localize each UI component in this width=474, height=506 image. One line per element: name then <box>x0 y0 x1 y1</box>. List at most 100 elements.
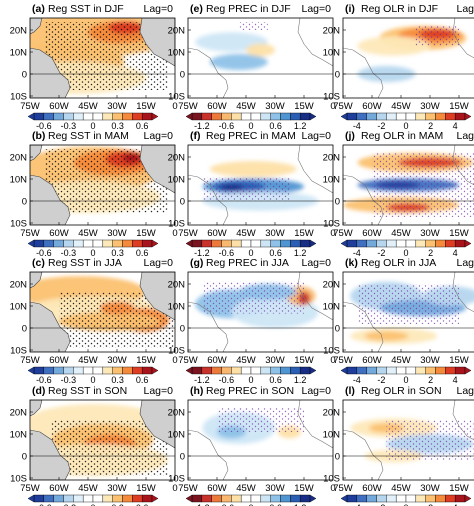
colorbar-swatch <box>280 366 291 375</box>
lat-tick-label: 10N <box>323 48 341 59</box>
lat-tick-label: 0 <box>22 197 27 208</box>
colorbar-swatch <box>63 494 74 503</box>
colorbar-swatch <box>250 366 262 375</box>
colorbar-swatch <box>43 494 54 503</box>
colorbar-swatch <box>231 494 242 503</box>
colorbar-tick-label: 0 <box>403 248 408 258</box>
lat-tick-label: 0 <box>22 70 27 81</box>
map-field <box>343 400 474 480</box>
lon-tick-label: 30W <box>420 355 440 366</box>
colorbar-swatch <box>211 366 222 375</box>
lon-tick-label: 15W <box>294 355 314 366</box>
colorbar-swatch <box>191 494 203 503</box>
lat-tick-label: 20N <box>323 408 341 419</box>
lon-tick-label: 30W <box>107 483 127 494</box>
lon-tick-label: 60W <box>362 228 382 239</box>
lon-tick-label: 15W <box>449 355 469 366</box>
lon-tick-label: 0 <box>330 101 335 112</box>
lat-tick-label: 20N <box>168 153 186 164</box>
coastline <box>188 429 229 480</box>
colorbar-swatch <box>240 494 252 503</box>
lat-tick-label: 20N <box>323 280 341 291</box>
lon-tick-label: 75W <box>333 101 353 112</box>
lat-tick-label: 10N <box>10 48 28 59</box>
lon-tick-label: 15W <box>136 101 156 112</box>
lat-tick-label: 10S <box>323 346 340 357</box>
map-field <box>188 18 333 98</box>
colorbar-swatch <box>415 366 426 375</box>
panel-title: Reg PREC in DJF <box>206 3 291 15</box>
colorbar-swatch <box>386 239 397 248</box>
lon-tick-label: 45W <box>78 483 98 494</box>
colorbar-swatch <box>240 366 252 375</box>
colorbar-swatch <box>445 112 456 121</box>
lon-tick-label: 15W <box>449 101 469 112</box>
colorbar-extend-high <box>464 239 472 248</box>
coastline <box>452 272 474 313</box>
colorbar-tick-label: 2 <box>428 248 433 258</box>
colorbar-swatch <box>112 112 123 121</box>
colorbar-swatch <box>299 494 311 503</box>
colorbar-extend-low <box>185 239 193 248</box>
colorbar: -1.2 -0.6 0 0.6 1.2 <box>185 494 317 506</box>
colorbar-swatch <box>132 239 143 248</box>
colorbar-tick-label: 0 <box>90 375 95 385</box>
colorbar-tick-label: -0.6 <box>36 248 52 258</box>
colorbar-swatch <box>201 366 212 375</box>
lat-tick-label: 20N <box>10 280 28 291</box>
colorbar-swatch <box>53 112 64 121</box>
colorbar: -0.6 -0.3 0 0.3 0.6 <box>27 239 159 258</box>
significance-stippling <box>386 420 474 460</box>
colorbar: -4 -2 0 2 4 <box>340 112 472 131</box>
colorbar-swatch <box>102 494 113 503</box>
lon-tick-label: 0 <box>330 355 335 366</box>
lat-tick-label: 20N <box>323 153 341 164</box>
colorbar-swatch <box>415 239 426 248</box>
colorbar-swatch <box>201 112 212 121</box>
panel-label: (g) <box>190 257 203 269</box>
colorbar-swatch <box>435 239 446 248</box>
colorbar-swatch <box>260 366 271 375</box>
colorbar-swatch <box>425 366 436 375</box>
colorbar-swatch <box>231 366 242 375</box>
colorbar-swatch <box>43 112 54 121</box>
colorbar-extend-high <box>309 239 317 248</box>
panel-j: (j)Reg OLR in MAMLag=020N10N010S75W60W45… <box>323 130 474 258</box>
colorbar-tick-label: 2 <box>428 503 433 506</box>
lag-label: Lag=0 <box>457 3 474 15</box>
colorbar-swatch <box>82 494 94 503</box>
coastline <box>343 47 384 98</box>
lon-tick-label: 75W <box>20 483 40 494</box>
colorbar-swatch <box>53 366 64 375</box>
colorbar-tick-label: 0 <box>248 121 253 131</box>
colorbar-swatch <box>33 494 45 503</box>
lon-tick-label: 45W <box>78 101 98 112</box>
colorbar-extend-low <box>340 366 348 375</box>
colorbar-tick-label: -0.6 <box>36 503 52 506</box>
lon-tick-label: 30W <box>265 355 285 366</box>
colorbar-tick-label: -2 <box>377 503 385 506</box>
lon-tick-label: 75W <box>333 355 353 366</box>
map-frame <box>187 271 334 353</box>
panel-title: Reg SST in MAM <box>48 130 129 142</box>
map-frame <box>342 144 474 226</box>
colorbar: -4 -2 0 2 4 <box>340 494 472 506</box>
colorbar-swatch <box>445 494 456 503</box>
panel-label: (f) <box>190 130 201 142</box>
lon-tick-label: 75W <box>20 228 40 239</box>
lon-tick-label: 75W <box>178 228 198 239</box>
colorbar-swatch <box>356 366 367 375</box>
lon-tick-label: 0 <box>330 228 335 239</box>
lat-tick-label: 10S <box>168 92 185 103</box>
colorbar-swatch <box>211 112 222 121</box>
lon-tick-label: 60W <box>362 355 382 366</box>
colorbar-extend-low <box>27 366 35 375</box>
panel-title: Reg OLR in SON <box>361 385 442 397</box>
coastline <box>188 174 229 225</box>
colorbar-swatch <box>43 366 54 375</box>
